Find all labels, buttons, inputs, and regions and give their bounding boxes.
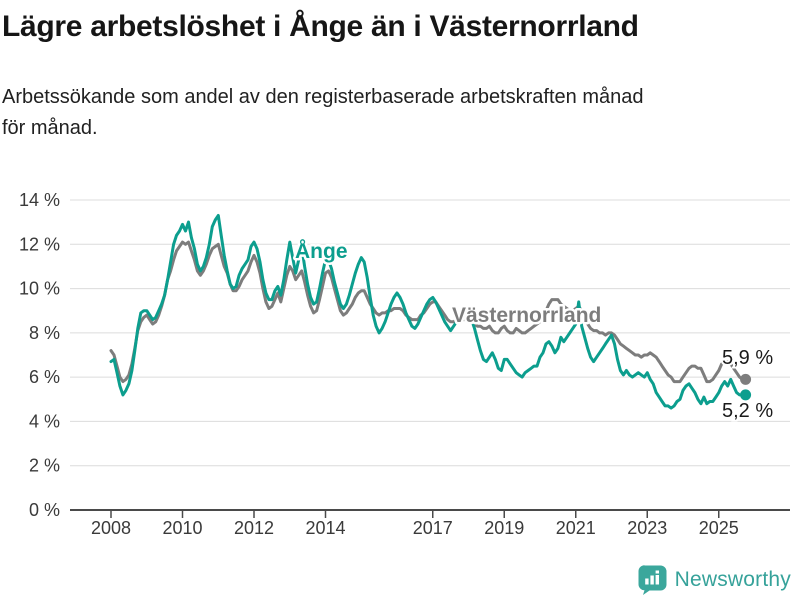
newsworthy-logo-text: Newsworthy <box>674 568 791 591</box>
subtitle-line-2: för månad. <box>2 117 98 139</box>
end-markers: 5,9 % 5,2 % <box>720 345 775 424</box>
svg-text:2012: 2012 <box>234 518 274 538</box>
logo-bar-dot <box>655 570 659 574</box>
logo-bar-2 <box>650 575 654 585</box>
svg-text:2017: 2017 <box>413 518 453 538</box>
svg-text:2021: 2021 <box>556 518 596 538</box>
series-lines <box>109 214 745 410</box>
x-axis: 2008 2010 2012 2014 2017 2019 2021 2023 2025 <box>70 509 790 538</box>
svg-text:6 %: 6 % <box>29 367 60 387</box>
svg-text:10 %: 10 % <box>19 279 60 299</box>
svg-text:2025: 2025 <box>699 518 739 538</box>
subtitle-line-1: Arbetssökande som andel av den registerb… <box>2 86 644 108</box>
svg-text:8 %: 8 % <box>29 323 60 343</box>
svg-text:4 %: 4 % <box>29 411 60 431</box>
end-dot-ånge <box>740 389 752 401</box>
end-value-ånge: 5,2 % <box>722 400 773 422</box>
y-axis-labels: 0 % 2 % 4 % 6 % 8 % 10 % 12 % 14 % <box>19 190 60 520</box>
svg-text:2008: 2008 <box>91 518 131 538</box>
page-subtitle: Arbetssökande som andel av den registerb… <box>2 82 782 144</box>
newsworthy-logo: Newsworthy <box>638 564 791 596</box>
svg-text:2 %: 2 % <box>29 456 60 476</box>
newsworthy-logo-icon <box>638 565 667 595</box>
svg-text:12 %: 12 % <box>19 234 60 254</box>
svg-text:0 %: 0 % <box>29 500 60 520</box>
line-ånge <box>109 214 745 410</box>
series-labels: Västernorrland Ånge <box>293 237 604 330</box>
svg-text:2019: 2019 <box>484 518 524 538</box>
svg-text:14 %: 14 % <box>19 190 60 210</box>
end-dot-västernorrland <box>740 373 752 385</box>
svg-text:2014: 2014 <box>305 518 345 538</box>
label-ånge: Ånge <box>295 239 348 263</box>
label-västernorrland: Västernorrland <box>452 304 601 327</box>
gridlines <box>70 199 790 467</box>
line-västernorrland <box>109 240 745 384</box>
svg-text:2010: 2010 <box>162 518 202 538</box>
end-value-västernorrland: 5,9 % <box>722 347 773 369</box>
page-title: Lägre arbetslöshet i Ånge än i Västernor… <box>2 10 639 43</box>
logo-bar-1 <box>644 578 649 585</box>
svg-text:2023: 2023 <box>627 518 667 538</box>
logo-bar-3 <box>655 575 659 585</box>
